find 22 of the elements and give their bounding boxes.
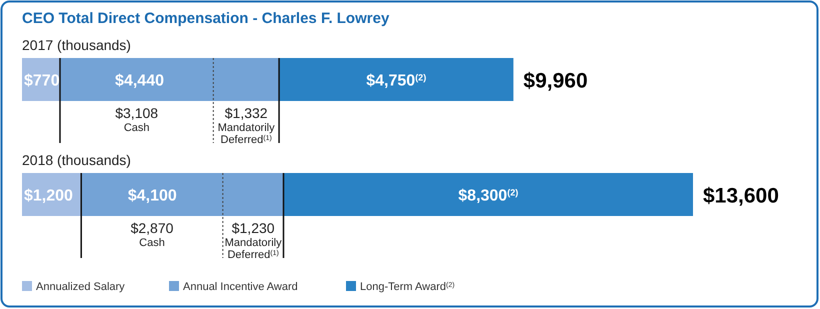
data-label: $4,750$^{(2)}$ (366, 72, 426, 90)
data-label: $4,440 (115, 72, 164, 90)
text: $1,230 Mandatorily Deferred$^{(1)}$ (224, 220, 282, 261)
data-label: $8,300$^{(2)}$ (458, 188, 518, 204)
legend-label: Annual Incentive Award (183, 281, 298, 293)
annotation: $1,332 Mandatorily Deferred$^{(1)}$ (218, 105, 276, 146)
legend-label: Long-Term Award$^{(2)}$ (360, 280, 455, 293)
data-label: $1,200 (24, 188, 74, 204)
text: CEO Total Direct Compensation - Charles F. Lowrey (22, 10, 390, 27)
bar (283, 173, 693, 216)
y-tick-label: 2017 (thousands) (22, 37, 131, 53)
legend-label: Annualized Salary (36, 281, 126, 293)
y-tick-label: 2018 (thousands) (22, 152, 131, 168)
data-label: $4,100 (128, 188, 177, 204)
total-label: $13,600 (703, 184, 779, 208)
bar (279, 58, 514, 101)
total-label: $9,960 (523, 70, 588, 92)
text: $2,870 Cash (130, 220, 174, 249)
bar (60, 58, 280, 101)
data-label: $770 (24, 72, 60, 90)
bar (81, 173, 284, 216)
annotation: $3,108 Cash (115, 105, 158, 134)
